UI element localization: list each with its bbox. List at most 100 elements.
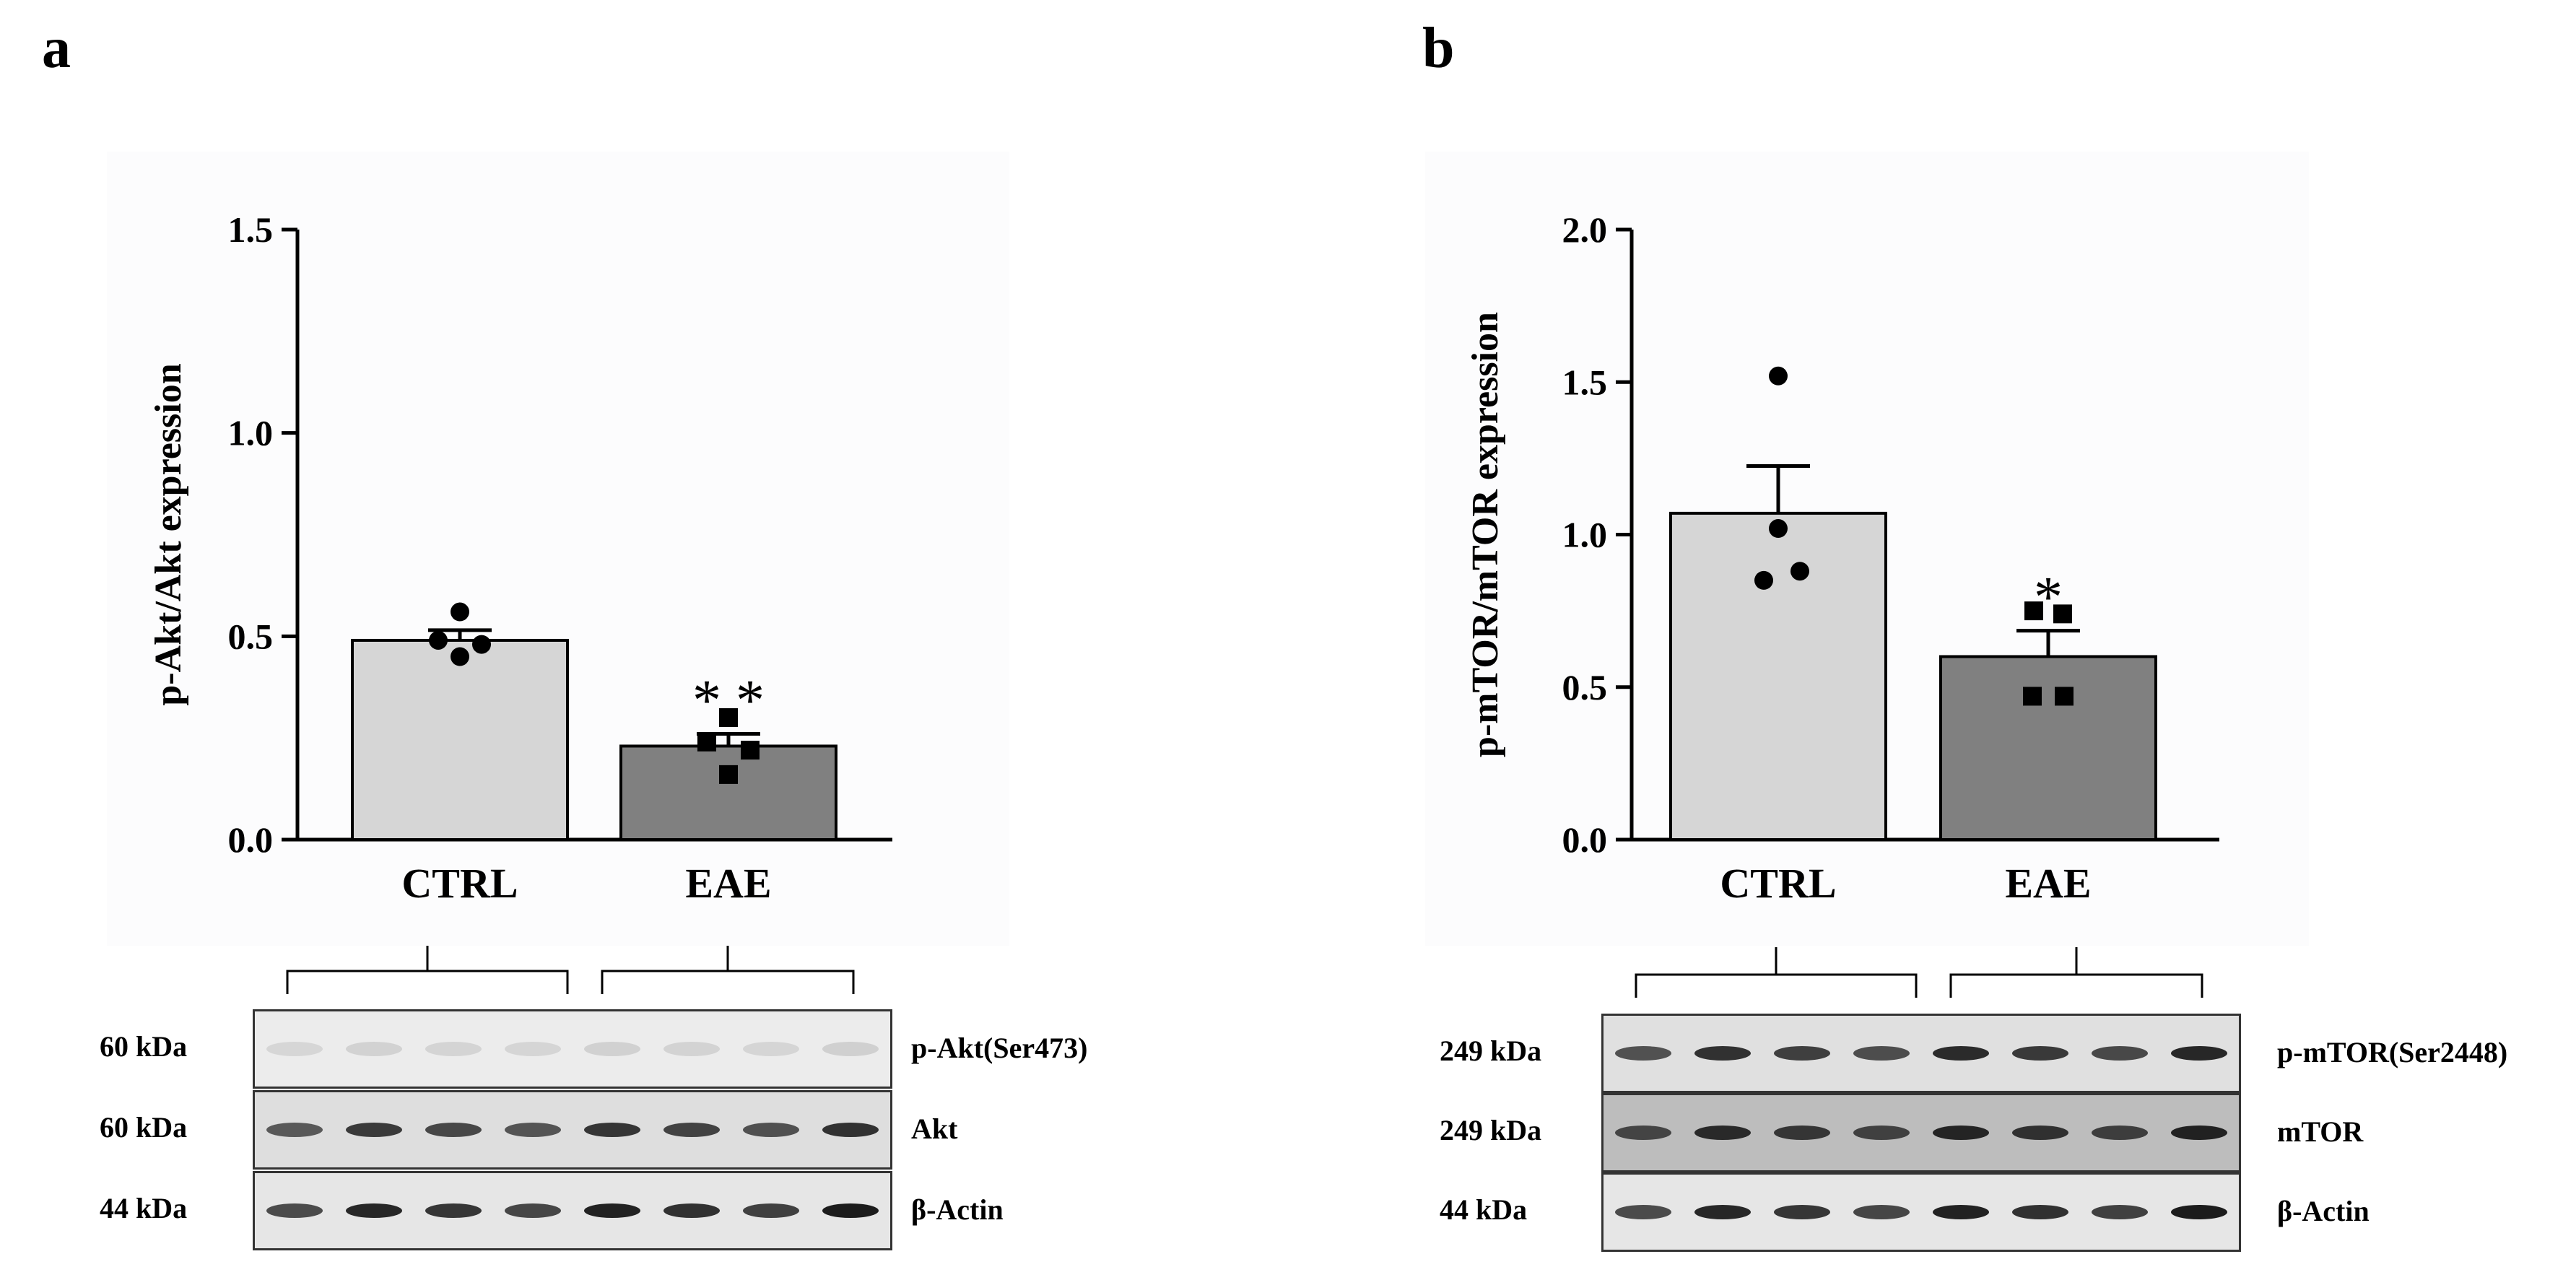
- data-point-ctrl: [472, 635, 491, 654]
- band: [2092, 1205, 2148, 1219]
- y-tick-label: 0.5: [1562, 667, 1608, 708]
- blot-bands: [266, 1203, 879, 1218]
- y-axis-label: p-Akt/Akt expression: [148, 363, 189, 705]
- band: [425, 1203, 482, 1218]
- panel-letter: a: [42, 17, 71, 80]
- group-bracket: [286, 970, 569, 994]
- blot-row: [1601, 1014, 2241, 1093]
- blot-bands: [1615, 1046, 2227, 1061]
- blot-bands: [266, 1123, 879, 1137]
- bar-chart-mtor: 0.0 0.5 1.0 1.5 2.0 p-mTOR/mTOR expression CTR…: [1425, 152, 2309, 946]
- band: [822, 1123, 879, 1137]
- data-point-eae: [2023, 687, 2042, 706]
- band: [425, 1123, 482, 1137]
- data-point-ctrl: [451, 602, 469, 622]
- data-point-eae: [719, 765, 738, 784]
- band: [1774, 1126, 1830, 1140]
- band: [425, 1042, 482, 1056]
- y-tick-label: 1.5: [1562, 362, 1608, 402]
- data-point-eae: [2053, 604, 2072, 624]
- y-tick-label: 0.0: [228, 819, 274, 860]
- band: [822, 1203, 879, 1218]
- data-point-eae: [741, 741, 760, 760]
- blot-bands: [266, 1042, 879, 1056]
- band: [505, 1203, 561, 1218]
- band: [2092, 1046, 2148, 1061]
- band: [1615, 1205, 1671, 1219]
- blot-row: [253, 1171, 892, 1250]
- data-point-ctrl: [1769, 366, 1788, 386]
- band: [1853, 1205, 1910, 1219]
- data-point-ctrl: [429, 630, 448, 650]
- band: [2012, 1126, 2068, 1140]
- band: [346, 1203, 402, 1218]
- significance-marker: * *: [692, 669, 765, 733]
- x-category-label: CTRL: [1720, 860, 1836, 907]
- band: [584, 1042, 640, 1056]
- significance-marker: *: [2034, 566, 2063, 630]
- bar-chart-akt: 0.0 0.5 1.0 1.5 p-Akt/Akt expression CTRL EAE *…: [107, 152, 1009, 946]
- panel-a: a 0.0 0.5 1.0 1.5 p-Akt/Akt expression CTRL EA…: [42, 17, 1088, 1250]
- band: [743, 1203, 799, 1218]
- group-bracket: [601, 970, 855, 994]
- x-category-label: CTRL: [401, 860, 518, 907]
- protein-label: β-Actin: [2277, 1195, 2370, 1227]
- band: [266, 1203, 323, 1218]
- molecular-weight-label: 44 kDa: [100, 1192, 188, 1224]
- band: [346, 1042, 402, 1056]
- bar-ctrl: [1669, 511, 1887, 841]
- band: [346, 1123, 402, 1137]
- y-tick-label: 1.5: [228, 209, 274, 250]
- data-point-eae: [719, 708, 738, 727]
- group-brackets: [286, 946, 855, 994]
- molecular-weight-label: 249 kDa: [1440, 1114, 1542, 1146]
- band: [2171, 1046, 2227, 1061]
- molecular-weight-label: 60 kDa: [100, 1111, 188, 1144]
- band: [266, 1123, 323, 1137]
- data-point-ctrl: [1754, 570, 1773, 590]
- data-point-eae: [697, 732, 716, 752]
- band: [2012, 1205, 2068, 1219]
- data-point-eae: [2024, 601, 2043, 621]
- blot-row: [1601, 1172, 2241, 1252]
- blot-row: [253, 1009, 892, 1089]
- protein-label: p-mTOR(Ser2448): [2277, 1036, 2508, 1068]
- bar-ctrl: [351, 638, 569, 841]
- y-tick-label: 1.0: [1562, 515, 1608, 555]
- band: [1774, 1205, 1830, 1219]
- data-point-ctrl: [451, 647, 469, 666]
- group-bracket: [1635, 973, 1918, 998]
- group-bracket: [1949, 973, 2203, 998]
- band: [1774, 1046, 1830, 1061]
- blot-row: [1601, 1093, 2241, 1172]
- protein-label: Akt: [911, 1113, 958, 1145]
- molecular-weight-label: 44 kDa: [1440, 1193, 1528, 1226]
- panel-letter: b: [1422, 17, 1455, 80]
- band: [1694, 1046, 1751, 1061]
- band: [1694, 1205, 1751, 1219]
- x-category-label: EAE: [2005, 860, 2091, 907]
- band: [1853, 1046, 1910, 1061]
- blot-bands: [1615, 1126, 2227, 1140]
- band: [2092, 1126, 2148, 1140]
- band: [2171, 1205, 2227, 1219]
- protein-label: β-Actin: [911, 1193, 1004, 1226]
- x-category-label: EAE: [685, 860, 771, 907]
- protein-label: p-Akt(Ser473): [911, 1032, 1088, 1064]
- band: [1615, 1046, 1671, 1061]
- y-tick-label: 1.0: [228, 413, 274, 453]
- y-tick-label: 0.0: [1562, 819, 1608, 860]
- band: [663, 1042, 720, 1056]
- band: [743, 1123, 799, 1137]
- data-point-eae: [2055, 687, 2074, 706]
- blot-row: [253, 1090, 892, 1170]
- panel-b: b 0.0 0.5 1.0 1.5 2.0 p-mTOR/mTOR expression C…: [1288, 0, 2576, 1280]
- band: [584, 1123, 640, 1137]
- molecular-weight-label: 60 kDa: [100, 1030, 188, 1063]
- bar-eae: [1939, 655, 2157, 841]
- band: [743, 1042, 799, 1056]
- band: [822, 1042, 879, 1056]
- band: [2012, 1046, 2068, 1061]
- y-axis-label: p-mTOR/mTOR expression: [1465, 312, 1506, 757]
- y-tick-label: 2.0: [1562, 209, 1608, 250]
